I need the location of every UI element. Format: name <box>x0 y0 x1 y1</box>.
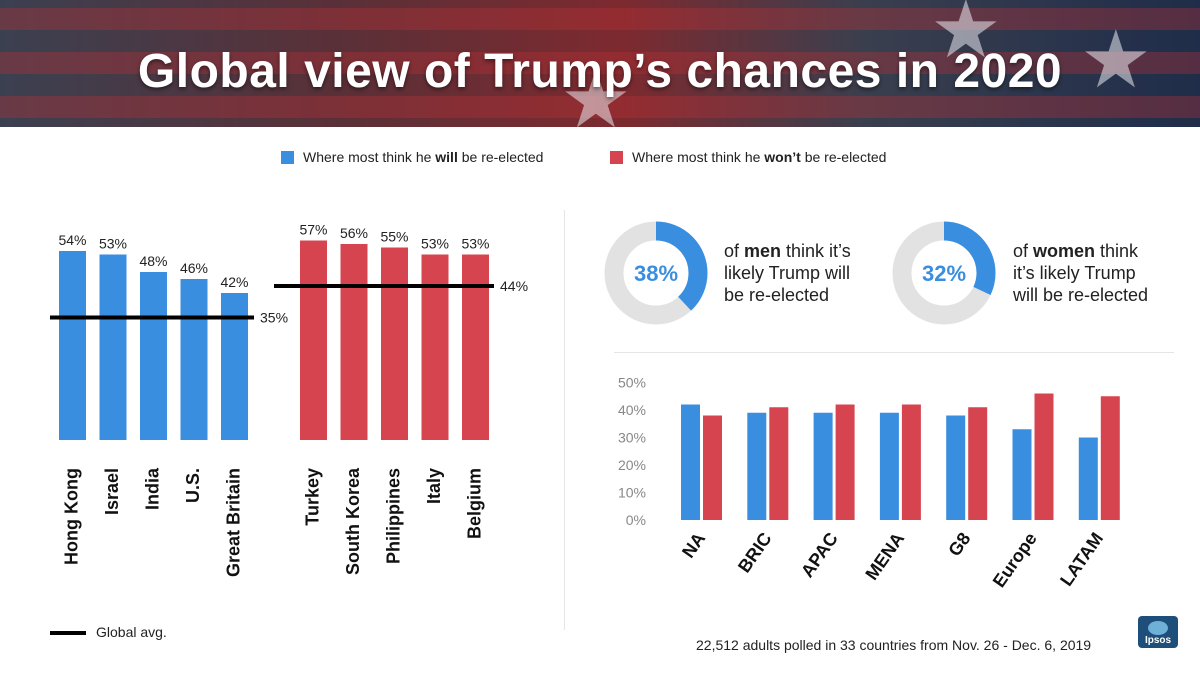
flag-star-icon: ★ <box>560 53 632 128</box>
women-caption-line3: will be re-elected <box>1013 285 1149 305</box>
footnote: 22,512 adults polled in 33 countries fro… <box>696 637 1092 653</box>
flag-stripe <box>0 52 1200 74</box>
country-bar-chart: 54% Hong Kong 53% Israel 48% India 46% U.S. 42% G… <box>50 222 528 577</box>
region-bar <box>1012 429 1032 520</box>
logo-text: Ipsos <box>1144 635 1172 646</box>
region-bar-chart: 0% 10% 20% 30% 40% 50% NA BRIC APAC MENA G8 Europe L… <box>618 375 1120 591</box>
legend-will-reelected: Where most think he will be re-elected <box>281 149 543 165</box>
legend-wont-reelected: Where most think he won’t be re-elected <box>610 149 886 165</box>
category-label: Great Britain <box>224 468 244 577</box>
region-label: APAC <box>797 529 842 581</box>
legend-label: Where most think he will be re-elected <box>303 149 544 165</box>
region-label: BRIC <box>734 529 776 577</box>
global-avg-value-label: 44% <box>500 278 528 294</box>
region-bar <box>835 404 855 520</box>
bar-data-label: 53% <box>421 236 449 252</box>
region-label: NA <box>678 529 709 562</box>
bar-data-label: 57% <box>299 222 327 238</box>
flag-star-icon: ★ <box>930 0 1002 76</box>
global-avg-label: Global avg. <box>96 624 167 640</box>
category-label: Belgium <box>465 468 485 539</box>
legend-label: Where most think he won’t be re-elected <box>632 149 887 165</box>
region-label: Europe <box>989 529 1041 591</box>
bar-data-label: 56% <box>340 225 368 241</box>
region-bar <box>681 404 700 520</box>
region-bar <box>1078 437 1098 520</box>
donut-percent-label: 32% <box>922 261 966 286</box>
country-bar <box>421 254 449 440</box>
region-bar <box>769 407 789 520</box>
women-caption: of women think it’s likely Trump will be… <box>1013 240 1148 306</box>
divider <box>614 352 1174 353</box>
bar-data-label: 53% <box>461 236 489 252</box>
category-label: Italy <box>424 468 444 504</box>
region-bar <box>813 412 833 520</box>
bar-data-label: 48% <box>139 253 167 269</box>
country-bar <box>221 293 248 440</box>
country-bar <box>340 244 368 440</box>
region-bar <box>747 412 767 520</box>
bar-data-label: 53% <box>99 236 127 252</box>
legend-swatch-blue <box>281 150 294 164</box>
country-bar <box>99 254 127 440</box>
logo-bubble-icon <box>1148 621 1168 635</box>
category-label: Israel <box>102 468 122 515</box>
flag-stripe <box>0 8 1200 30</box>
y-tick-label: 20% <box>618 457 646 473</box>
region-bar <box>1100 396 1120 520</box>
region-label: MENA <box>861 529 908 584</box>
flag-stripe <box>0 96 1200 118</box>
region-label: LATAM <box>1056 529 1107 590</box>
page-title: Global view of Trump’s chances in 2020 <box>137 45 1063 98</box>
country-bar <box>462 254 489 440</box>
flag-star-icon: ★ <box>1080 13 1152 106</box>
region-label: G8 <box>944 529 974 560</box>
legend-swatch-red <box>610 150 623 164</box>
men-caption: of men think it’s likely Trump will be r… <box>724 240 851 306</box>
region-bar <box>968 407 988 520</box>
region-bar <box>703 415 722 520</box>
country-bar <box>140 272 167 440</box>
category-label: South Korea <box>343 467 363 575</box>
bar-data-label: 55% <box>380 229 408 245</box>
y-tick-label: 50% <box>618 375 646 391</box>
category-label: Turkey <box>303 468 323 526</box>
y-tick-label: 10% <box>618 485 646 501</box>
country-bar <box>381 247 408 440</box>
region-bar <box>1034 393 1054 520</box>
ipsos-logo: Ipsos <box>1138 616 1178 648</box>
men-caption-line3: be re-elected <box>724 285 830 305</box>
bar-data-label: 46% <box>180 260 208 276</box>
donut-men: 38% <box>604 221 708 325</box>
global-avg-value-label: 35% <box>260 310 288 326</box>
y-tick-label: 0% <box>626 512 646 528</box>
country-bar <box>59 251 86 440</box>
region-bar <box>901 404 921 520</box>
country-bar <box>300 240 327 440</box>
bar-data-label: 54% <box>58 232 86 248</box>
donut-value-arc <box>604 221 708 325</box>
donut-value-arc <box>892 221 996 325</box>
donut-women: 32% <box>892 221 996 325</box>
global-avg-legend-line <box>50 631 86 635</box>
y-tick-label: 40% <box>618 402 646 418</box>
men-caption-line2: likely Trump will <box>724 263 851 283</box>
y-tick-label: 30% <box>618 430 646 446</box>
category-label: India <box>143 467 163 510</box>
category-label: Philippines <box>384 468 404 564</box>
category-label: U.S. <box>183 468 203 503</box>
country-bar <box>180 279 208 440</box>
men-caption-line1: of men think it’s <box>724 241 851 261</box>
women-caption-line2: it’s likely Trump <box>1013 263 1136 283</box>
donut-percent-label: 38% <box>634 261 678 286</box>
divider <box>564 210 565 630</box>
region-bar <box>946 415 966 520</box>
bar-data-label: 42% <box>220 274 248 290</box>
header-banner: ★ ★ ★ Global view of Trump’s chances in … <box>0 0 1200 127</box>
region-bar <box>879 412 899 520</box>
category-label: Hong Kong <box>62 468 82 565</box>
women-caption-line1: of women think <box>1013 241 1139 261</box>
